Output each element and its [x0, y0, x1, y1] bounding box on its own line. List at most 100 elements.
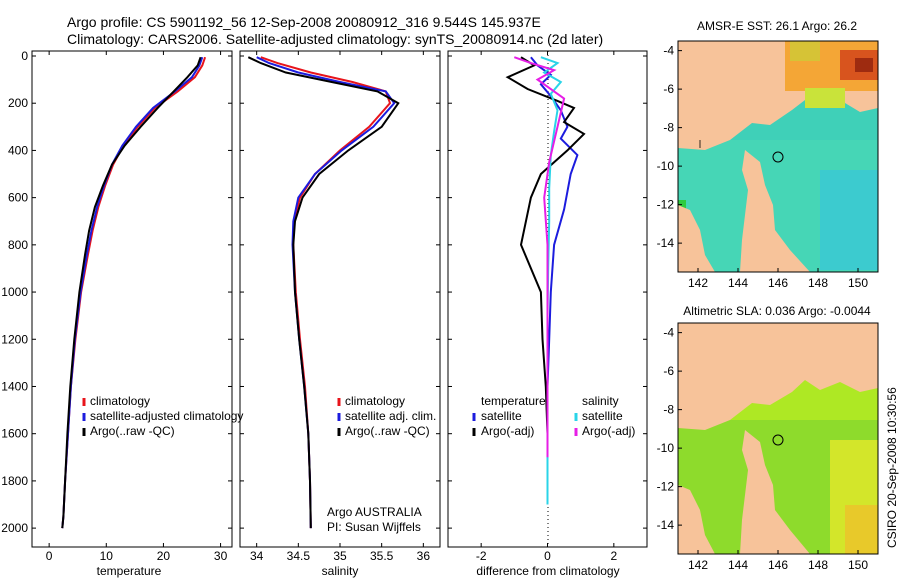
map-xtick-label-1-4: 150 — [848, 558, 868, 572]
title-line-2: Climatology: CARS2006. Satellite-adjuste… — [67, 31, 603, 47]
xtick-label-2-2: 2 — [610, 549, 617, 563]
map-ytick-label-0-3: -10 — [657, 159, 675, 173]
xtick-label-0-2: 20 — [157, 549, 171, 563]
ytick-label-5: 1000 — [1, 285, 28, 299]
legend-satellite-label: satellite-adjusted climatology — [90, 409, 243, 423]
xtick-label-1-2: 35 — [333, 549, 347, 563]
sst-north-mid — [790, 41, 820, 61]
difference-legend: temperature satellite Argo(-adj) salinit… — [472, 394, 635, 438]
difference-ticks: -2 0 2 — [448, 51, 647, 563]
xtick-label-0-0: 0 — [46, 549, 53, 563]
sla-coral-sea-high — [845, 505, 878, 554]
xtick-label-0-3: 30 — [214, 549, 228, 563]
xtick-label-1-0: 34 — [250, 549, 264, 563]
map-xtick-label-0-3: 148 — [808, 276, 828, 290]
series-difference-profile-1 — [505, 56, 586, 505]
legend-temp-argo-label: Argo(-adj) — [481, 424, 534, 438]
sla-cape-york-land — [740, 430, 810, 554]
credit-stamp: CSIRO 20-Sep-2008 10:30:56 — [885, 387, 899, 548]
map-xtick-label-1-2: 146 — [768, 558, 788, 572]
sst-map: AMSR-E SST: 26.1 Argo: 26.2 142 144 146 148… — [657, 19, 879, 290]
map-xtick-label-0-1: 144 — [728, 276, 748, 290]
legend-salinity-heading: salinity — [582, 394, 619, 408]
legend-climatology-label: climatology — [90, 394, 150, 408]
legend-temperature-heading: temperature — [481, 394, 546, 408]
salinity-series — [247, 56, 400, 529]
sla-map: Altimetric SLA: 0.036 Argo: -0.0044 142 1… — [657, 304, 879, 572]
ytick-label-3: 600 — [8, 191, 28, 205]
ytick-label-6: 1200 — [1, 332, 28, 346]
series-temperature-profile-1 — [61, 56, 204, 529]
map-ytick-label-1-0: -4 — [663, 326, 674, 340]
sla-map-field — [678, 323, 878, 554]
map-xtick-label-0-0: 142 — [688, 276, 708, 290]
map-ytick-label-0-4: -12 — [657, 198, 675, 212]
xtick-label-0-1: 10 — [100, 549, 114, 563]
series-salinity-profile-2 — [247, 56, 400, 529]
xtick-label-1-3: 35.5 — [370, 549, 394, 563]
series-temperature-profile-2 — [61, 56, 202, 529]
salinity-ticks: 34 34.5 35 35.5 36 — [240, 51, 440, 563]
map-ytick-label-1-3: -10 — [657, 441, 675, 455]
series-temperature-profile-0 — [61, 56, 207, 529]
map-ytick-label-1-4: -12 — [657, 480, 675, 494]
sst-map-field — [678, 41, 878, 272]
map-ytick-label-1-5: -14 — [657, 518, 675, 532]
series-salinity-profile-1 — [256, 56, 396, 529]
sla-map-title: Altimetric SLA: 0.036 Argo: -0.0044 — [683, 304, 871, 318]
ytick-label-9: 1800 — [1, 474, 28, 488]
temperature-series — [61, 56, 207, 529]
sla-map-ticks: 142 144 146 148 150 -4 -6 -8 -10 -12 -14 — [657, 326, 869, 572]
sla-new-guinea-land — [678, 323, 878, 430]
ytick-label-10: 2000 — [1, 521, 28, 535]
map-xtick-label-0-4: 150 — [848, 276, 868, 290]
sst-north-hottest — [855, 58, 873, 72]
map-xtick-label-1-3: 148 — [808, 558, 828, 572]
ytick-label-0: 0 — [21, 49, 28, 63]
map-xtick-label-0-2: 146 — [768, 276, 788, 290]
sla-arnhem-land — [678, 485, 715, 554]
ytick-label-1: 200 — [8, 96, 28, 110]
salinity-legend: climatology satellite adj. clim. Argo(..… — [337, 394, 436, 438]
salinity-panel: 34 34.5 35 35.5 36 salinity climatology sate… — [239, 50, 441, 578]
xtick-label-2-1: 0 — [544, 549, 551, 563]
ytick-label-4: 800 — [8, 238, 28, 252]
sst-map-title: AMSR-E SST: 26.1 Argo: 26.2 — [697, 19, 857, 33]
legend-sal-satellite-label-2: satellite — [582, 409, 623, 423]
legend-argo-label: Argo(..raw -QC) — [90, 424, 175, 438]
map-xtick-label-1-0: 142 — [688, 558, 708, 572]
legend-sal-climatology-label: climatology — [345, 394, 405, 408]
salinity-xlabel: salinity — [322, 564, 359, 578]
ytick-label-7: 1400 — [1, 379, 28, 393]
map-ytick-label-0-1: -6 — [663, 82, 674, 96]
legend-sal-satellite-label: satellite adj. clim. — [345, 409, 436, 423]
sst-arnhem-land — [678, 205, 715, 272]
xtick-label-1-4: 36 — [417, 549, 431, 563]
temperature-axes-frame — [31, 50, 233, 548]
map-ytick-label-0-5: -14 — [657, 236, 675, 250]
map-ytick-label-0-0: -4 — [663, 44, 674, 58]
temperature-legend: climatology satellite-adjusted climatolo… — [82, 394, 243, 438]
series-difference-profile-0 — [530, 56, 579, 505]
map-ytick-label-0-2: -8 — [663, 121, 674, 135]
pi-label: PI: Susan Wijffels — [327, 520, 421, 534]
title-line-1: Argo profile: CS 5901192_56 12-Sep-2008 … — [67, 14, 541, 30]
sst-gulf-east — [805, 88, 845, 108]
map-ytick-label-1-2: -8 — [663, 403, 674, 417]
map-ytick-label-1-1: -6 — [663, 364, 674, 378]
series-difference-profile-3 — [513, 56, 566, 458]
difference-xlabel: difference from climatology — [476, 564, 619, 578]
difference-panel: -2 0 2 difference from climatology tempera… — [447, 50, 648, 578]
temperature-xlabel: temperature — [97, 564, 162, 578]
xtick-label-2-0: -2 — [476, 549, 487, 563]
temperature-ticks: 0 10 20 30 0 200 400 600 800 1000 1200 1400 1600 1800… — [1, 49, 232, 563]
sla-argo-marker — [772, 434, 784, 446]
ytick-label-2: 400 — [8, 143, 28, 157]
sst-argo-marker — [772, 151, 784, 163]
legend-sal-argo-label-2: Argo(-adj) — [582, 424, 635, 438]
temperature-panel: 0 10 20 30 0 200 400 600 800 1000 1200 1400 1600 1800… — [1, 49, 243, 578]
map-xtick-label-1-1: 144 — [728, 558, 748, 572]
salinity-axes-frame — [239, 50, 441, 548]
legend-sal-argo-label: Argo(..raw -QC) — [345, 424, 430, 438]
